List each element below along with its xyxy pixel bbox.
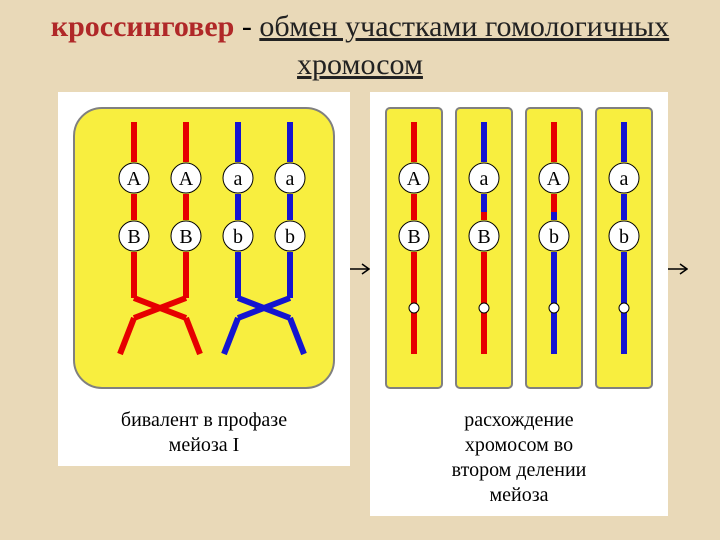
right-frame: A Ba B Ab a b [370,92,668,404]
right-caption: расхождениехромосом вовтором делениимейо… [370,404,668,516]
right-block: A Ba B Ab a b расхождениехромосом вовтором де… [370,92,668,516]
page-title: кроссинговер - обмен участками гомологич… [0,8,720,83]
title-dash: - [234,10,259,43]
page: { "background_color":"#e9d9b8", "title":… [0,0,720,540]
left-block: A B A Ba b a b бивалент в профаземейоза I [58,92,350,466]
arrow-icon [350,262,370,276]
svg-text:b: b [619,226,629,248]
svg-text:A: A [179,168,194,190]
svg-text:b: b [549,226,559,248]
panels: A B A Ba b a b бивалент в профаземейоза I A Ba B… [58,92,688,516]
svg-text:B: B [179,226,192,248]
left-frame: A B A Ba b a b [58,92,350,404]
svg-text:B: B [127,226,140,248]
svg-text:b: b [285,226,295,248]
svg-text:b: b [233,226,243,248]
left-caption: бивалент в профаземейоза I [58,404,350,466]
svg-text:B: B [407,226,420,248]
svg-text:A: A [547,168,562,190]
svg-text:a: a [234,168,243,190]
svg-text:A: A [407,168,422,190]
svg-text:B: B [477,226,490,248]
svg-text:a: a [480,168,489,190]
svg-text:a: a [286,168,295,190]
definition: обмен участками гомологичных хромосом [259,10,669,81]
svg-text:a: a [620,168,629,190]
svg-text:A: A [127,168,142,190]
arrow-icon [668,262,688,276]
term: кроссинговер [51,10,235,43]
